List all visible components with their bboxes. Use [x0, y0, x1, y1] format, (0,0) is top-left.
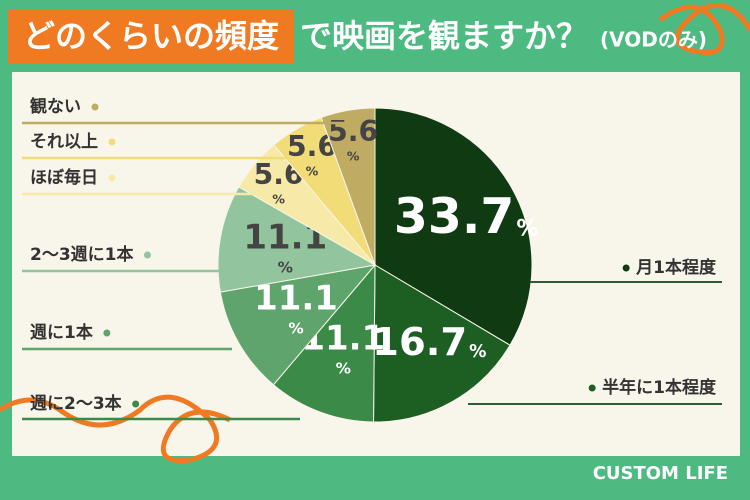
value-unit: %: [347, 148, 360, 163]
value-label: 11.1: [254, 279, 338, 319]
value-unit: %: [516, 217, 538, 242]
pie-slice: [320, 107, 376, 266]
category-label: ほぼ毎日: [30, 167, 98, 188]
category-label: 週に2〜3本: [30, 393, 122, 414]
pie-slice: [219, 264, 377, 386]
category-label: 月1本程度: [635, 257, 717, 278]
category-label: それ以上: [30, 132, 98, 152]
category-label: 週に1本: [30, 322, 93, 343]
chart-subtitle: (VODのみ): [600, 28, 707, 52]
value-label: 5.6: [328, 115, 378, 148]
value-label: 33.7: [394, 188, 514, 245]
legend-dot: [108, 174, 116, 182]
category-label: 観ない: [30, 96, 81, 117]
title-highlight: どのくらいの頻度: [23, 17, 279, 55]
legend-dot: [108, 138, 116, 146]
value-unit: %: [278, 258, 293, 276]
value-unit: %: [336, 360, 351, 378]
value-label: 16.7: [372, 320, 467, 365]
pie-slice: [217, 186, 377, 293]
legend-dot: [622, 264, 630, 272]
category-label: 2〜3週に1本: [30, 244, 134, 265]
legend-dot: [144, 251, 151, 259]
value-unit: %: [272, 192, 285, 207]
pie-slice: [272, 263, 376, 423]
value-unit: %: [288, 319, 303, 337]
title-highlight-box: [8, 10, 294, 64]
value-unit: %: [469, 342, 486, 362]
legend-dot: [91, 103, 99, 111]
brand: CUSTOM LIFE: [593, 463, 728, 484]
value-unit: %: [306, 163, 319, 178]
legend-dot: [588, 384, 596, 392]
chart-title: で映画を観ますか？: [300, 17, 588, 55]
category-label: 半年に1本程度: [602, 377, 717, 398]
legend-dot: [132, 400, 140, 408]
decoration: [658, 3, 750, 55]
pie-slice: [373, 264, 511, 423]
legend-dot: [103, 329, 111, 337]
pie-slice: [374, 107, 533, 346]
